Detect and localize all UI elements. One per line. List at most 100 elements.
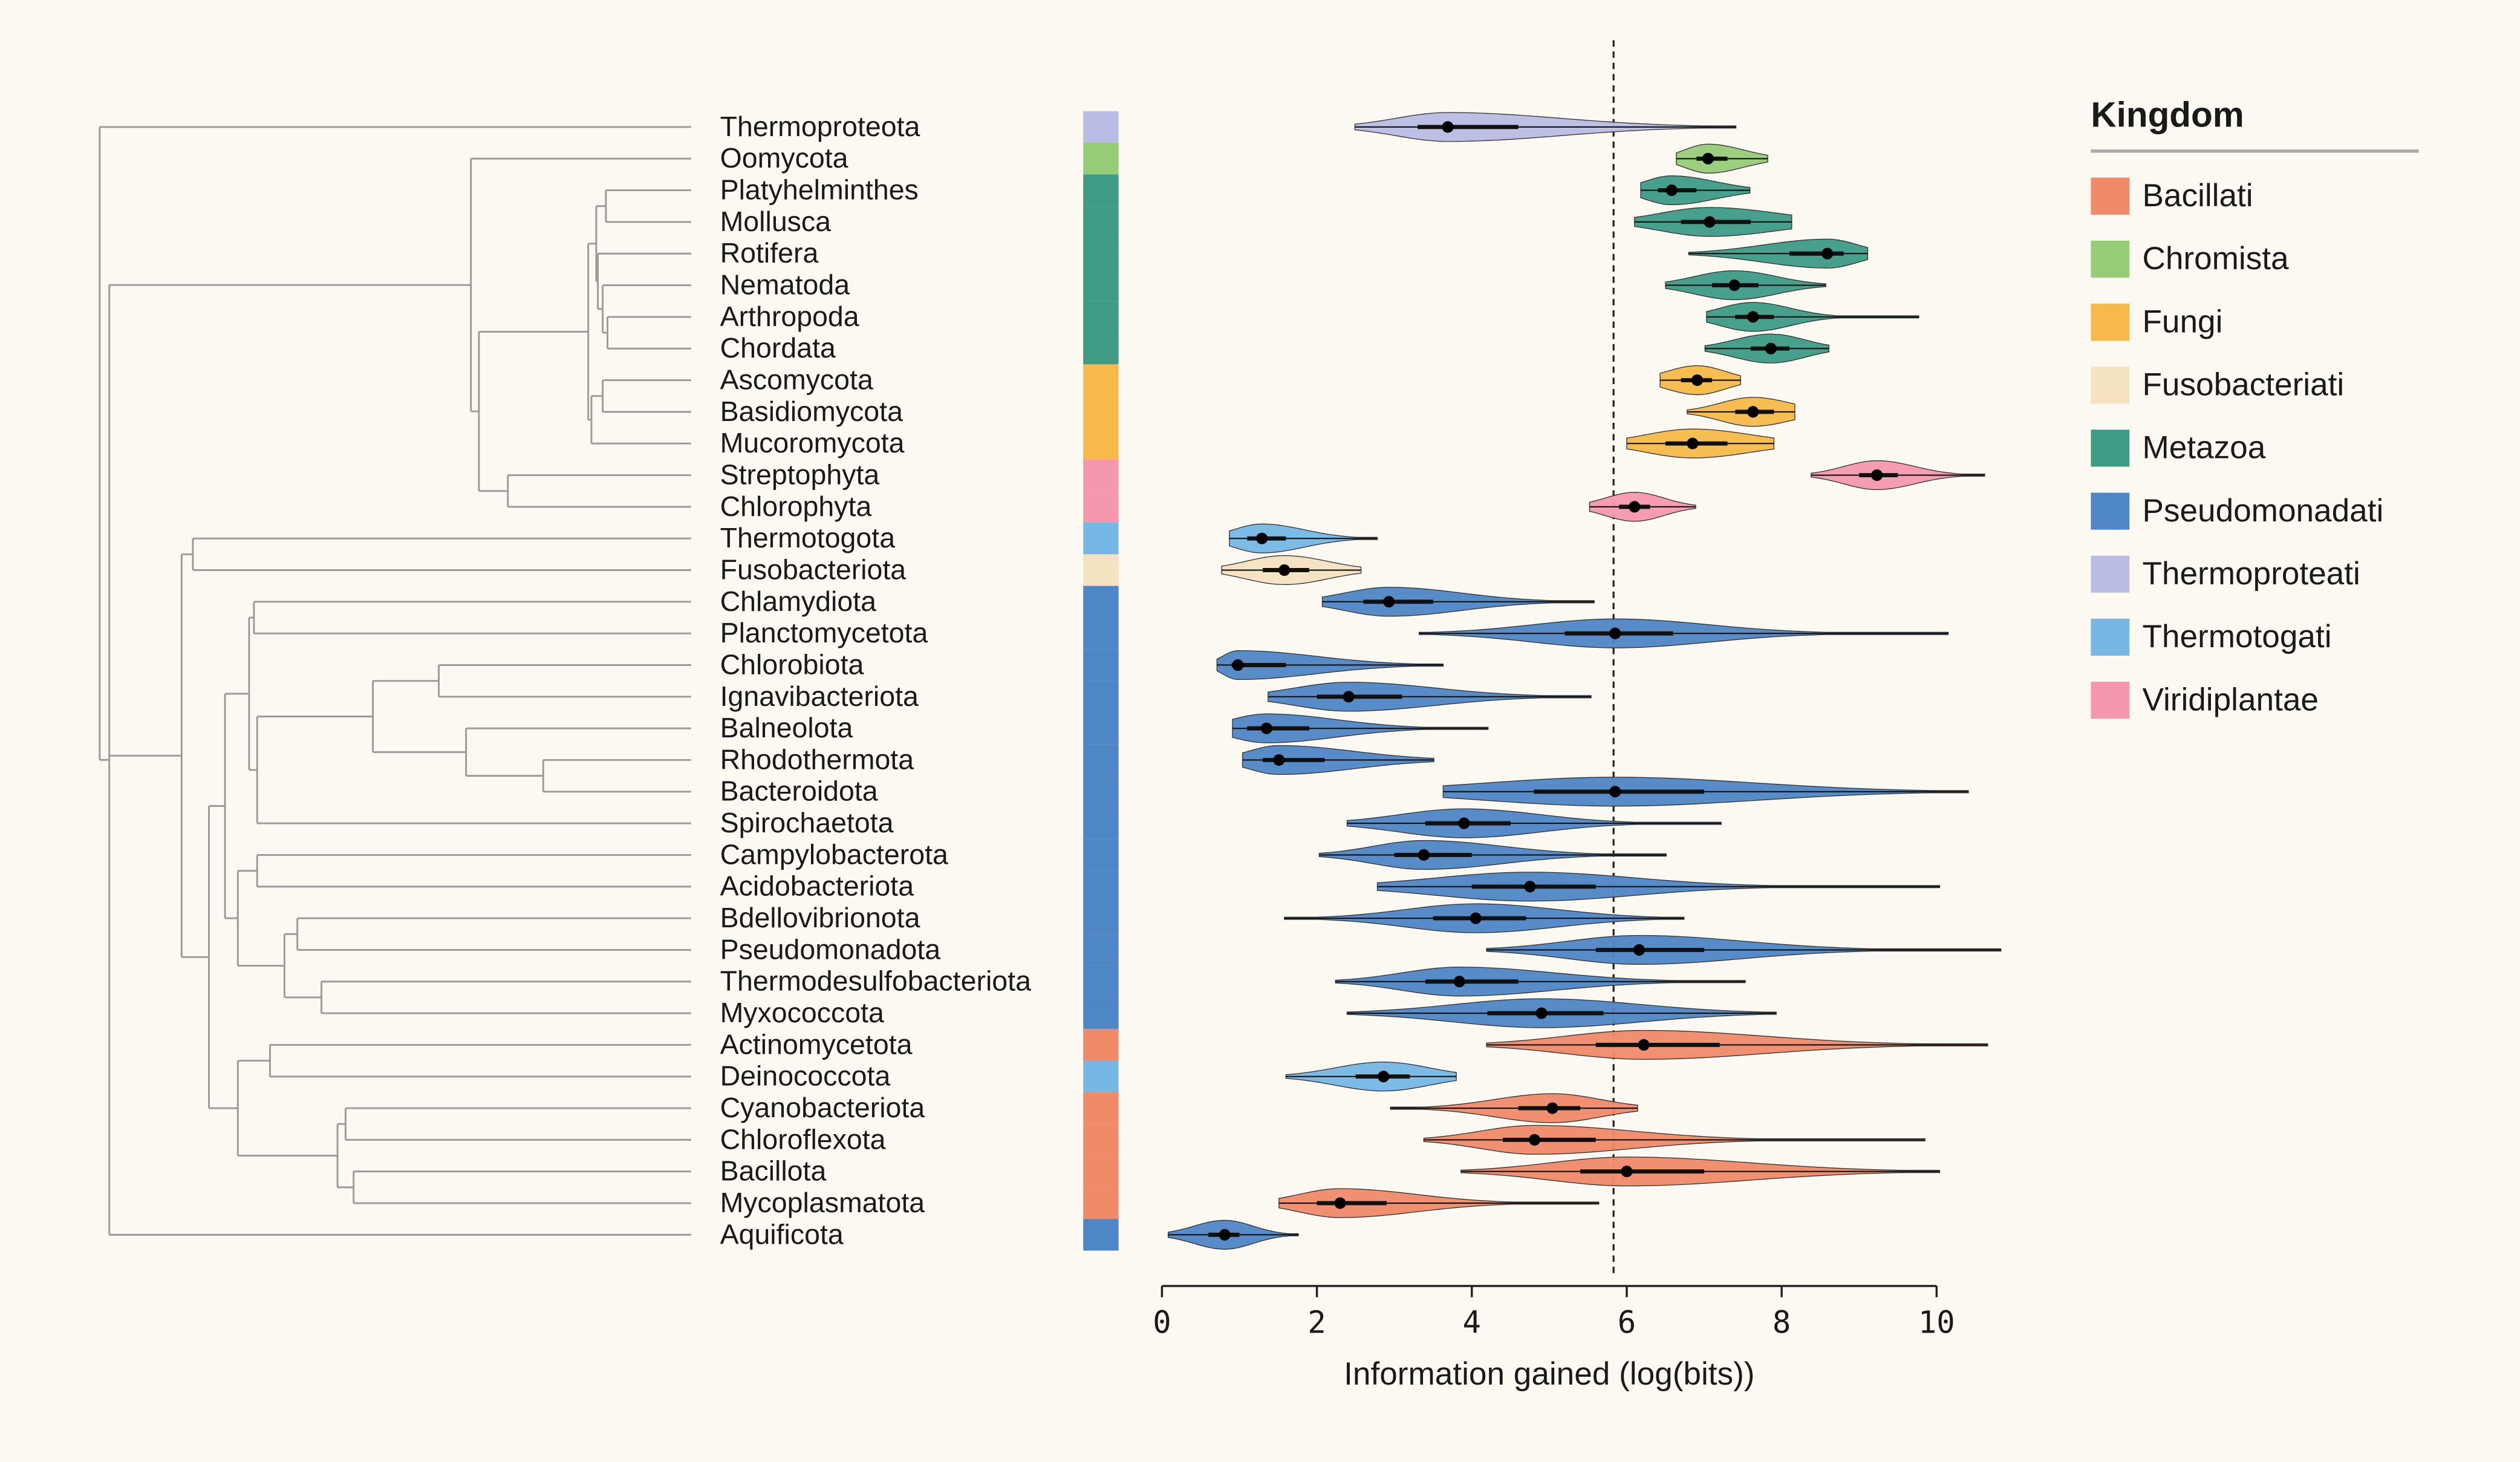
legend-swatch: [2091, 429, 2130, 467]
kingdom-bar: [1083, 997, 1119, 1030]
legend-label: Thermoproteati: [2142, 556, 2360, 592]
kingdom-bar: [1083, 1060, 1119, 1092]
kingdom-bar: [1083, 554, 1119, 586]
kingdom-bar: [1083, 1219, 1119, 1251]
legend-label: Chromista: [2142, 241, 2289, 276]
median-dot: [1629, 501, 1641, 513]
median-dot: [1535, 1007, 1548, 1019]
x-tick-label: 4: [1463, 1304, 1481, 1340]
kingdom-bar: [1083, 586, 1119, 618]
kingdom-bar: [1083, 523, 1119, 555]
kingdom-bar: [1083, 934, 1119, 966]
category-label: Planctomycetota: [720, 617, 928, 648]
category-label: Chordata: [720, 332, 836, 364]
legend-swatch: [2091, 492, 2130, 530]
category-label: Chlorophyta: [720, 491, 872, 522]
category-label: Rhodothermota: [720, 743, 914, 775]
kingdom-bar: [1083, 143, 1119, 175]
median-dot: [1747, 311, 1759, 323]
median-dot: [1378, 1071, 1390, 1083]
category-label: Thermotogota: [720, 522, 896, 553]
median-dot: [1334, 1197, 1346, 1209]
median-dot: [1702, 152, 1714, 165]
category-label: Ignavibacteriota: [720, 680, 919, 712]
category-label: Basidiomycota: [720, 396, 903, 427]
median-dot: [1728, 279, 1740, 292]
legend-swatch: [2091, 304, 2130, 341]
category-label: Ascomycota: [720, 364, 873, 395]
median-dot: [1687, 437, 1699, 449]
category-label: Spirochaetota: [720, 807, 894, 838]
x-tick-label: 6: [1618, 1304, 1636, 1340]
legend-label: Pseudomonadati: [2142, 493, 2383, 529]
category-label: Acidobacteriota: [720, 870, 914, 902]
median-dot: [1747, 406, 1759, 418]
category-label: Chlorobiota: [720, 648, 864, 680]
kingdom-bar: [1083, 206, 1119, 238]
legend-swatch: [2091, 682, 2130, 719]
kingdom-bar: [1083, 839, 1119, 871]
category-label: Chlamydiota: [720, 586, 877, 617]
legend-label: Metazoa: [2142, 430, 2265, 466]
kingdom-bar: [1083, 870, 1119, 902]
category-label: Bdellovibrionota: [720, 902, 920, 933]
median-dot: [1418, 849, 1430, 861]
category-label: Cyanobacteriota: [720, 1092, 925, 1123]
kingdom-bar: [1083, 459, 1119, 491]
median-dot: [1383, 596, 1395, 608]
median-dot: [1458, 817, 1470, 829]
median-dot: [1528, 1134, 1541, 1146]
kingdom-bar: [1083, 1124, 1119, 1156]
median-dot: [1609, 627, 1621, 639]
kingdom-bar: [1083, 364, 1119, 396]
kingdom-bar: [1083, 965, 1119, 997]
median-dot: [1704, 216, 1716, 228]
median-dot: [1765, 342, 1777, 354]
category-label: Bacteroidota: [720, 775, 878, 807]
legend-title: Kingdom: [2091, 95, 2244, 134]
median-dot: [1219, 1229, 1231, 1241]
category-label: Chloroflexota: [720, 1123, 886, 1155]
median-dot: [1609, 786, 1621, 798]
legend-label: Bacillati: [2142, 178, 2253, 214]
category-label: Oomycota: [720, 142, 848, 174]
category-label: Campylobacterota: [720, 838, 948, 870]
kingdom-bar: [1083, 1029, 1119, 1061]
category-label: Arthropoda: [720, 301, 859, 332]
kingdom-bar: [1083, 111, 1119, 143]
category-label: Nematoda: [720, 269, 850, 301]
legend-swatch: [2091, 177, 2130, 215]
legend-label: Thermotogati: [2142, 619, 2331, 654]
median-dot: [1638, 1039, 1650, 1051]
kingdom-bar: [1083, 902, 1119, 935]
category-label: Thermoproteota: [720, 111, 920, 142]
median-dot: [1633, 944, 1646, 956]
kingdom-bar: [1083, 775, 1119, 808]
kingdom-bar: [1083, 333, 1119, 365]
median-dot: [1621, 1166, 1633, 1178]
median-dot: [1232, 659, 1244, 671]
kingdom-bar: [1083, 396, 1119, 428]
kingdom-bar: [1083, 680, 1119, 713]
median-dot: [1470, 912, 1482, 924]
category-label: Fusobacteriota: [720, 553, 907, 585]
category-label: Mollusca: [720, 206, 832, 237]
x-axis-label: Information gained (log(bits)): [1344, 1356, 1754, 1392]
median-dot: [1691, 374, 1704, 387]
category-label: Aquificota: [720, 1218, 844, 1250]
kingdom-bar: [1083, 712, 1119, 745]
median-dot: [1453, 976, 1465, 988]
kingdom-bar: [1083, 269, 1119, 301]
kingdom-bar: [1083, 428, 1119, 460]
legend-label: Fusobacteriati: [2142, 367, 2344, 402]
category-label: Streptophyta: [720, 459, 880, 490]
category-label: Pseudomonadota: [720, 933, 941, 965]
phylogenetic-tree: [99, 126, 691, 1236]
category-label: Deinococcota: [720, 1060, 891, 1092]
kingdom-bar: [1083, 238, 1119, 270]
kingdom-bar: [1083, 301, 1119, 333]
legend-label: Viridiplantae: [2142, 682, 2319, 717]
median-dot: [1260, 722, 1272, 734]
kingdom-bar: [1083, 1155, 1119, 1187]
